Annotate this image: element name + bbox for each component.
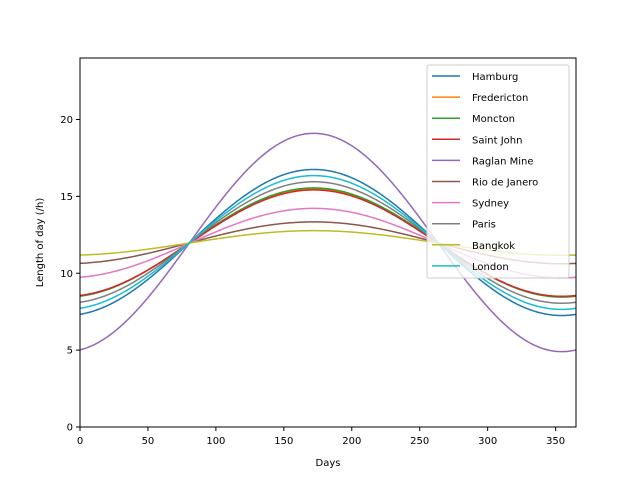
x-tick-label-6: 300 bbox=[478, 436, 497, 447]
y-tick-label-3: 15 bbox=[60, 192, 73, 203]
x-tick-label-5: 250 bbox=[410, 436, 429, 447]
series-line-7 bbox=[79, 181, 577, 304]
legend-box bbox=[426, 64, 570, 279]
x-tick-label-3: 150 bbox=[274, 436, 293, 447]
legend-label-4: Raglan Mine bbox=[472, 156, 534, 167]
x-tick-label-1: 50 bbox=[142, 436, 155, 447]
x-axis-label: Days bbox=[316, 458, 341, 469]
legend-label-7: Paris bbox=[472, 220, 496, 231]
legend-label-3: Saint John bbox=[472, 135, 522, 146]
x-tick-label-0: 0 bbox=[77, 436, 83, 447]
legend-entries: Hamburg Fredericton Moncton Saint John Ragla… bbox=[432, 72, 538, 273]
legend-label-2: Moncton bbox=[472, 114, 515, 125]
y-tick-label-0: 0 bbox=[67, 423, 73, 434]
y-axis-ticks: 0 5 10 15 20 bbox=[60, 115, 80, 434]
plot-area: 0 50 100 150 200 250 300 350 0 5 10 15 20 bbox=[60, 57, 577, 447]
x-tick-label-2: 100 bbox=[206, 436, 225, 447]
y-axis-label: Length of day (/h) bbox=[35, 198, 46, 288]
legend: Hamburg Fredericton Moncton Saint John Ragla… bbox=[426, 64, 570, 279]
legend-label-6: Sydney bbox=[472, 199, 509, 210]
x-axis-ticks: 0 50 100 150 200 250 300 350 bbox=[77, 427, 565, 447]
series-line-4 bbox=[79, 132, 577, 353]
series-line-9 bbox=[79, 174, 577, 311]
x-tick-label-4: 200 bbox=[342, 436, 361, 447]
axes-frame bbox=[79, 57, 577, 428]
legend-label-1: Fredericton bbox=[472, 93, 528, 104]
legend-label-9: London bbox=[472, 262, 509, 273]
y-tick-label-2: 10 bbox=[60, 269, 73, 280]
legend-label-0: Hamburg bbox=[472, 72, 518, 83]
legend-label-8: Bangkok bbox=[472, 241, 515, 252]
series-line-0 bbox=[79, 168, 577, 317]
y-tick-label-1: 5 bbox=[67, 346, 73, 357]
y-tick-label-4: 20 bbox=[60, 115, 73, 126]
x-tick-label-7: 350 bbox=[546, 436, 565, 447]
legend-label-5: Rio de Janero bbox=[472, 178, 538, 189]
